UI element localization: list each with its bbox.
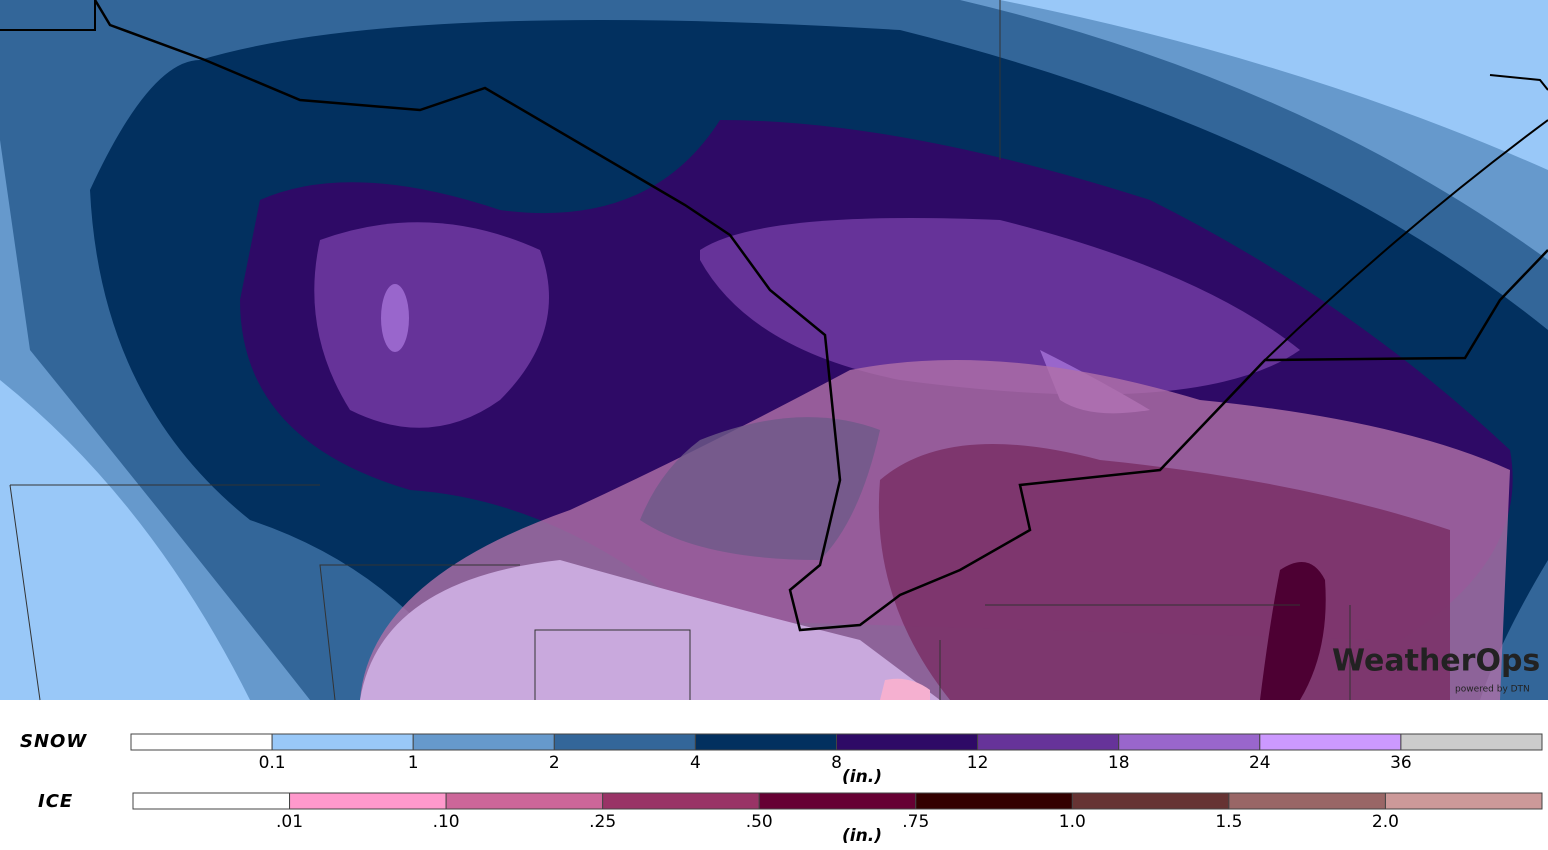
snow-label: 1 <box>408 753 419 773</box>
snow-swatch <box>271 733 414 751</box>
ice-label: .01 <box>276 812 303 832</box>
ice-band-01 <box>880 678 930 700</box>
ice-label: 1.5 <box>1215 812 1242 832</box>
snow-band-12 <box>700 218 1300 395</box>
ice-label: .75 <box>902 812 929 832</box>
ice-swatch <box>602 792 760 810</box>
ice-label: .50 <box>746 812 773 832</box>
snow-label: 8 <box>831 753 842 773</box>
border-line <box>0 0 96 31</box>
ice-swatch <box>1384 792 1543 810</box>
river-line <box>1264 119 1548 361</box>
snow-label: 12 <box>967 753 989 773</box>
ice-title: ICE <box>38 791 73 812</box>
snow-swatch <box>553 733 696 751</box>
snow-band-18 <box>381 284 409 352</box>
ice-label: .25 <box>589 812 616 832</box>
snow-label: 36 <box>1390 753 1412 773</box>
border-line <box>93 0 1548 632</box>
snow-swatch <box>1400 733 1543 751</box>
ice-label: 2.0 <box>1372 812 1399 832</box>
snow-label: 24 <box>1249 753 1271 773</box>
ice-swatch <box>445 792 604 810</box>
snow-swatch <box>130 733 273 751</box>
logo-name: WeatherOps <box>1332 644 1540 679</box>
snow-swatch <box>1259 733 1402 751</box>
mixed-band <box>640 417 880 560</box>
ice-swatch <box>915 792 1073 810</box>
logo-tagline: powered by DTN <box>1455 685 1530 695</box>
snow-label: 2 <box>549 753 560 773</box>
legend: SNOW (in.) ICE (in.) <box>20 731 882 846</box>
coast-line <box>1489 74 1548 91</box>
snow-label: 0.1 <box>259 753 286 773</box>
snow-unit: (in.) <box>842 767 882 787</box>
ice-label: 1.0 <box>1059 812 1086 832</box>
ice-swatch <box>1228 792 1386 810</box>
ice-band-50 <box>1260 562 1326 700</box>
ice-swatch <box>758 792 917 810</box>
state-line <box>9 0 1351 701</box>
snow-swatch <box>694 733 838 751</box>
ice-swatch <box>132 792 291 810</box>
snow-swatch <box>412 733 555 751</box>
snow-label: 18 <box>1108 753 1130 773</box>
snow-swatch <box>977 733 1120 751</box>
map: WeatherOps powered by DTN <box>0 0 1548 701</box>
snow-band-12 <box>314 222 549 428</box>
snow-swatch <box>1118 733 1261 751</box>
snow-title: SNOW <box>20 731 87 752</box>
ice-swatch <box>1071 792 1230 810</box>
ice-label: .10 <box>433 812 460 832</box>
ice-swatch <box>289 792 447 810</box>
snow-swatch <box>836 733 979 751</box>
ice-unit: (in.) <box>842 826 882 846</box>
snow-label: 4 <box>690 753 701 773</box>
